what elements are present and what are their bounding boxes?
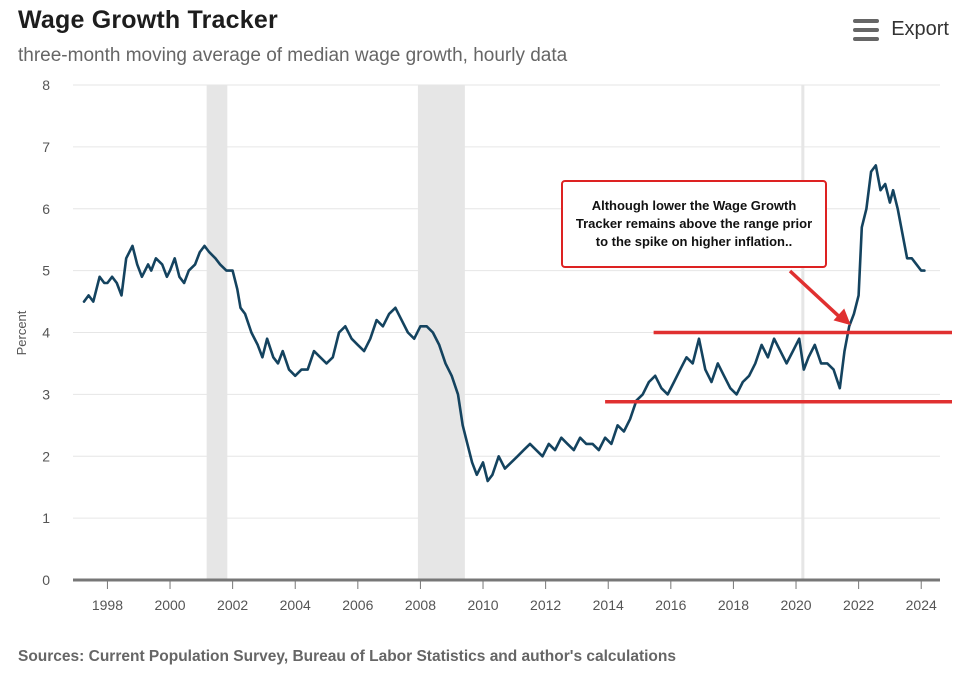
annotation-arrow-head	[833, 308, 851, 326]
y-tick-label-7: 7	[42, 139, 50, 155]
x-tick-label-2018: 2018	[718, 597, 749, 613]
y-tick-label-0: 0	[42, 572, 50, 588]
export-label: Export	[891, 18, 949, 40]
x-tick-label-2000: 2000	[154, 597, 185, 613]
y-tick-label-1: 1	[42, 510, 50, 526]
y-tick-label-3: 3	[42, 386, 50, 402]
x-tick-label-2008: 2008	[405, 597, 436, 613]
x-tick-label-2020: 2020	[780, 597, 811, 613]
y-tick-label-2: 2	[42, 448, 50, 464]
x-tick-label-2004: 2004	[280, 597, 311, 613]
x-axis-ticks: 1998 2000 2002 2004 2006 2008 2010 2012 2014 2016…	[92, 580, 937, 613]
source-note: Sources: Current Population Survey, Bure…	[18, 648, 676, 665]
series-line-1	[82, 164, 926, 483]
chart-title: Wage Growth Tracker	[18, 6, 278, 34]
line-chart: 0 1 2 3 4 5 6 7 8 1998 2000 2002 2004 2006 2008 2010 20…	[14, 77, 952, 613]
x-tick-label-2014: 2014	[593, 597, 624, 613]
x-tick-label-2016: 2016	[655, 597, 686, 613]
x-tick-label-2002: 2002	[217, 597, 248, 613]
x-tick-label-1998: 1998	[92, 597, 123, 613]
annotation-box: Although lower the Wage Growth Tracker r…	[561, 180, 827, 268]
series-layer	[82, 164, 926, 483]
x-tick-label-2012: 2012	[530, 597, 561, 613]
y-tick-label-4: 4	[42, 325, 50, 341]
export-button[interactable]: Export	[853, 18, 949, 41]
annotation-layer	[605, 269, 952, 404]
y-axis-ticks: 0 1 2 3 4 5 6 7 8	[42, 77, 50, 588]
x-tick-label-2022: 2022	[843, 597, 874, 613]
annotation-arrow-shaft	[788, 269, 842, 320]
y-tick-label-6: 6	[42, 201, 50, 217]
y-tick-label-8: 8	[42, 77, 50, 93]
x-tick-label-2010: 2010	[467, 597, 498, 613]
chart-subtitle: three-month moving average of median wag…	[18, 45, 568, 66]
x-tick-label-2006: 2006	[342, 597, 373, 613]
hamburger-menu-icon	[853, 18, 880, 41]
x-tick-label-2024: 2024	[906, 597, 937, 613]
y-axis-label: Percent	[14, 310, 29, 355]
y-tick-label-5: 5	[42, 263, 50, 279]
annotation-text: Although lower the Wage Growth Tracker r…	[575, 198, 813, 249]
